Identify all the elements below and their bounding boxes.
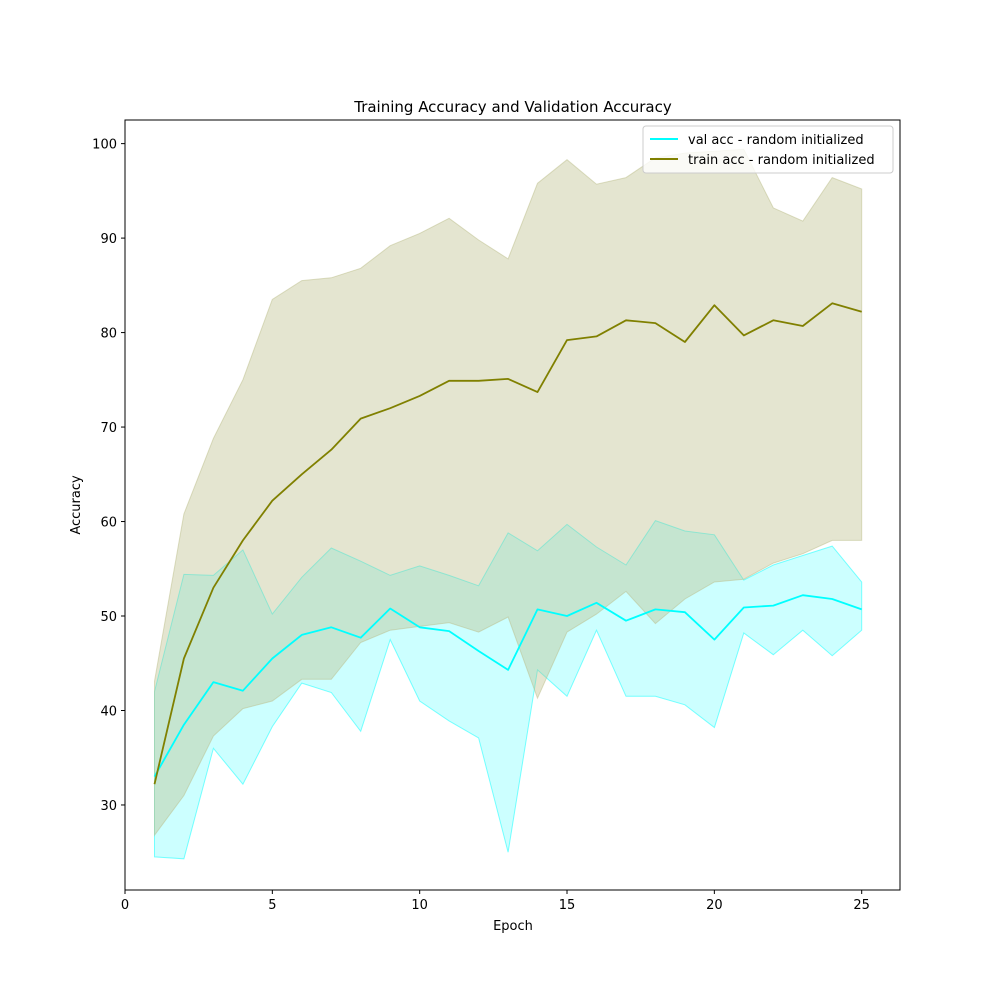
x-tick-label: 0 — [121, 898, 129, 913]
legend-label-val: val acc - random initialized — [688, 133, 864, 148]
band-series-0 — [154, 519, 863, 860]
confidence-bands — [154, 148, 863, 860]
y-tick-label: 50 — [100, 610, 117, 625]
x-tick-label: 20 — [706, 898, 723, 913]
band-series-1 — [154, 148, 863, 837]
x-axis-ticks: 0 5 10 15 20 25 — [121, 890, 870, 913]
line-series-1 — [153, 302, 862, 785]
y-tick-label: 100 — [92, 138, 117, 153]
x-tick-label: 5 — [268, 898, 276, 913]
y-tick-label: 40 — [100, 704, 117, 719]
y-axis-label: Accuracy — [69, 475, 84, 535]
legend-label-train: train acc - random initialized — [688, 153, 875, 168]
line-series-0 — [153, 594, 862, 778]
y-axis-ticks: 30 40 50 60 70 80 90 100 — [92, 138, 125, 814]
chart-title: Training Accuracy and Validation Accurac… — [353, 98, 672, 116]
series-lines — [153, 302, 862, 785]
x-tick-label: 25 — [853, 898, 870, 913]
y-tick-label: 90 — [100, 232, 117, 247]
x-tick-label: 15 — [559, 898, 576, 913]
y-tick-label: 30 — [100, 799, 117, 814]
y-tick-label: 70 — [100, 421, 117, 436]
x-tick-label: 10 — [411, 898, 428, 913]
x-axis-label: Epoch — [493, 919, 533, 934]
plot-frame — [124, 119, 901, 891]
legend: val acc - random initialized train acc -… — [642, 125, 894, 174]
y-tick-label: 80 — [100, 327, 117, 342]
y-tick-label: 60 — [100, 516, 117, 531]
legend-box — [642, 125, 894, 174]
